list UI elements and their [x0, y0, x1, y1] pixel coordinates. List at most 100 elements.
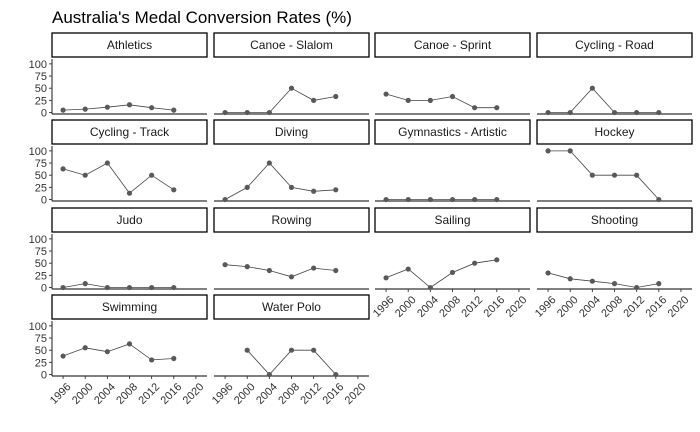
strip-diving: [213, 119, 370, 145]
data-point: [311, 188, 317, 194]
data-point: [104, 349, 110, 355]
data-point: [405, 266, 411, 272]
strip-label-sailing: Sailing: [434, 213, 470, 227]
strip-label-swimming: Swimming: [102, 300, 157, 314]
data-point: [472, 196, 478, 203]
strip-label-judo: Judo: [116, 213, 142, 227]
data-point: [383, 275, 389, 281]
data-point: [333, 187, 339, 193]
y-tick-label: 75: [35, 333, 47, 345]
series-line-athletics: [63, 104, 174, 111]
x-tick-label: 2004: [577, 294, 603, 320]
x-tick-label: 2012: [136, 381, 162, 407]
data-point: [288, 85, 295, 91]
x-tick-label: 2000: [70, 381, 96, 407]
strip-label-rowing: Rowing: [271, 213, 311, 227]
x-tick-label: 2016: [321, 381, 347, 407]
x-tick-label: 2012: [298, 381, 324, 407]
strip-canoe-slalom: [213, 32, 370, 58]
y-tick-label: 0: [41, 283, 47, 295]
x-tick-label: 2016: [159, 381, 185, 407]
data-point: [171, 355, 177, 362]
data-point: [405, 196, 411, 203]
x-tick-label: 2016: [644, 294, 670, 320]
y-tick-label: 0: [41, 195, 47, 207]
data-point: [266, 109, 272, 116]
data-point: [634, 109, 640, 116]
strip-canoe-sprint: [374, 32, 531, 58]
data-point: [244, 264, 250, 270]
y-tick-label: 50: [35, 83, 47, 95]
y-tick-label: 50: [35, 345, 47, 357]
panel-swimming: Swimming02550751001996200020042008201220…: [29, 294, 208, 407]
y-tick-label: 25: [35, 95, 47, 107]
panel-hockey: Hockey: [536, 119, 693, 203]
data-point: [656, 196, 662, 203]
strip-athletics: [51, 32, 208, 58]
panel-gymnastics-artistic: Gymnastics - Artistic: [374, 119, 531, 203]
data-point: [449, 93, 456, 100]
data-point: [634, 172, 640, 178]
data-point: [656, 109, 662, 116]
data-point: [333, 371, 339, 378]
chart-title: Australia's Medal Conversion Rates (%): [52, 8, 352, 27]
x-tick-label: 2008: [599, 294, 625, 320]
x-tick-label: 2012: [621, 294, 647, 320]
data-point: [656, 281, 662, 287]
data-point: [634, 284, 640, 291]
strip-swimming: [51, 294, 208, 320]
x-tick-label: 2020: [343, 381, 369, 407]
data-point: [494, 196, 500, 203]
x-tick-label: 2000: [232, 381, 258, 407]
strip-label-diving: Diving: [275, 125, 308, 139]
series-line-cycling-road: [548, 87, 659, 113]
y-tick-label: 25: [35, 270, 47, 282]
strip-label-athletics: Athletics: [107, 38, 152, 52]
strip-water-polo: [213, 294, 370, 320]
data-point: [449, 269, 456, 276]
x-tick-label: 2020: [181, 381, 207, 407]
y-tick-label: 75: [35, 71, 47, 83]
y-tick-label: 100: [29, 146, 47, 158]
y-tick-label: 50: [35, 258, 47, 270]
data-point: [171, 187, 177, 193]
series-line-swimming: [62, 343, 174, 361]
strip-judo: [51, 207, 208, 233]
data-point: [222, 262, 228, 268]
data-point: [266, 267, 272, 274]
y-tick-label: 0: [41, 370, 47, 382]
data-point: [311, 97, 317, 103]
data-point: [494, 257, 500, 263]
data-point: [82, 172, 88, 178]
data-point: [449, 196, 456, 203]
strip-shooting: [536, 207, 693, 233]
data-point: [427, 284, 433, 291]
data-point: [126, 190, 133, 196]
data-point: [60, 353, 66, 359]
data-point: [567, 148, 573, 154]
data-point: [472, 105, 478, 111]
data-point: [149, 172, 155, 178]
data-point: [82, 106, 88, 112]
data-point: [266, 371, 272, 378]
strip-label-hockey: Hockey: [594, 125, 634, 139]
x-tick-label: 2000: [393, 294, 419, 320]
strip-sailing: [374, 207, 531, 233]
data-point: [333, 267, 339, 274]
data-point: [82, 281, 88, 287]
data-point: [60, 107, 66, 113]
x-tick-label: 2012: [459, 294, 485, 320]
data-point: [60, 166, 66, 172]
series-line-sailing: [385, 259, 497, 289]
data-point: [472, 260, 478, 266]
series-line-canoe-slalom: [225, 87, 336, 113]
data-point: [222, 196, 228, 203]
strip-label-shooting: Shooting: [591, 213, 638, 227]
series-line-rowing: [225, 264, 336, 278]
series-line-canoe-sprint: [385, 93, 497, 109]
